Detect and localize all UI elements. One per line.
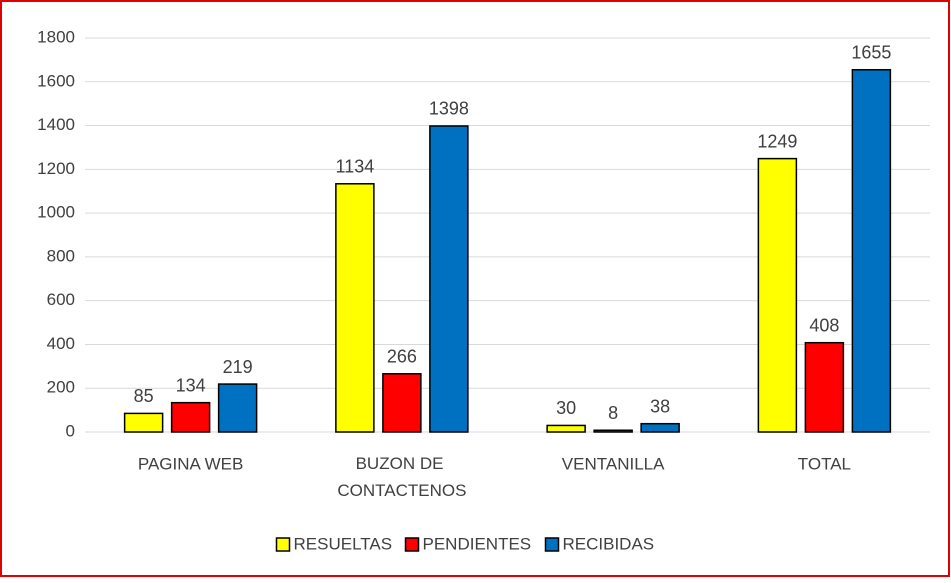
y-tick-label: 1800 (37, 27, 75, 46)
legend-swatch (544, 537, 560, 552)
value-label: 219 (223, 357, 253, 377)
bar (851, 68, 892, 433)
bar (217, 383, 258, 433)
x-tick-label: TOTAL (798, 454, 851, 473)
bar (335, 183, 375, 433)
value-label: 1134 (336, 157, 375, 177)
value-label: 38 (650, 396, 670, 416)
legend-label: RESUELTAS (294, 534, 393, 553)
legend-swatch (275, 537, 291, 552)
x-tick-label: PAGINA WEB (138, 454, 244, 473)
y-tick-label: 0 (66, 421, 75, 440)
value-label: 134 (176, 375, 206, 395)
bar (429, 125, 469, 433)
value-label: 1655 (851, 42, 891, 62)
y-tick-label: 1400 (37, 115, 75, 134)
value-label: 266 (387, 347, 417, 367)
bar (640, 422, 680, 433)
y-tick-label: 400 (47, 334, 75, 353)
y-tick-label: 1200 (37, 159, 75, 178)
legend-swatch (404, 537, 420, 552)
value-label: 8 (608, 403, 618, 423)
value-label: 408 (809, 315, 839, 335)
legend-label: RECIBIDAS (563, 534, 655, 553)
value-label: 1249 (757, 131, 797, 151)
value-label: 85 (134, 386, 154, 406)
y-tick-label: 600 (47, 290, 75, 309)
bar (804, 341, 845, 433)
bar (593, 429, 633, 433)
y-tick-label: 200 (47, 378, 75, 397)
y-tick-label: 800 (47, 246, 75, 265)
x-tick-label: VENTANILLA (562, 454, 665, 473)
value-label: 1398 (429, 99, 469, 119)
legend-label: PENDIENTES (423, 534, 532, 553)
bar (123, 412, 164, 433)
bar (757, 157, 798, 433)
bar (382, 373, 422, 433)
bar (170, 401, 211, 433)
y-tick-label: 1600 (37, 71, 75, 90)
y-tick-label: 1000 (37, 203, 75, 222)
bar (546, 424, 586, 433)
value-label: 30 (556, 398, 576, 418)
x-tick-label: BUZON DE CONTACTENOS (337, 454, 466, 500)
